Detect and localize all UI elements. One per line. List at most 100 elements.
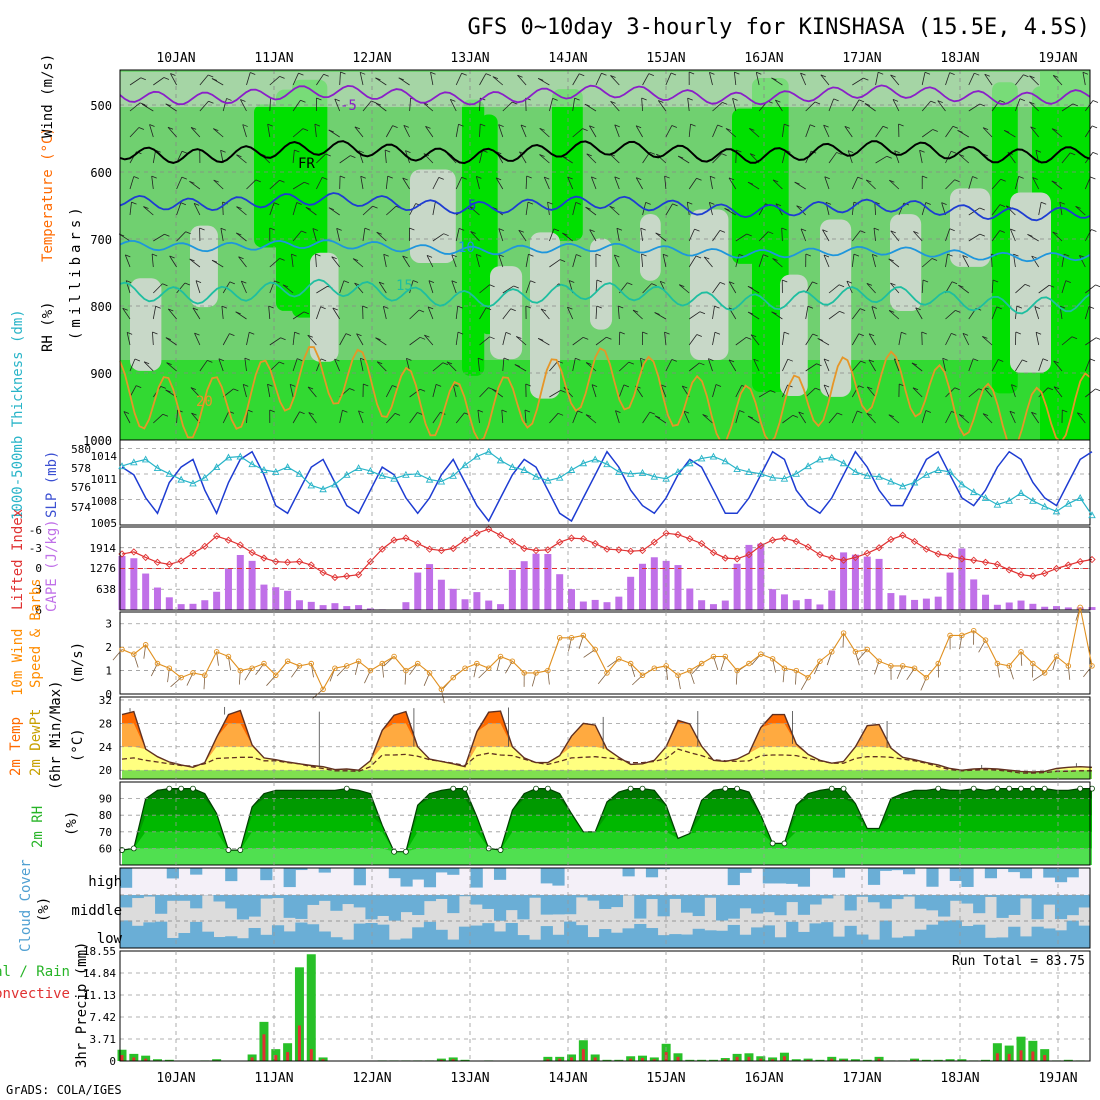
rh2m-point xyxy=(1006,785,1013,792)
high-cloud-bar xyxy=(190,868,203,875)
middle-cloud-bar xyxy=(891,895,904,900)
wind-barb-flag xyxy=(489,284,495,288)
middle-cloud-bar xyxy=(447,895,460,914)
wind-barb xyxy=(220,228,224,242)
li-tick-label: 6 xyxy=(35,604,42,617)
wind-speed-point xyxy=(320,686,326,693)
wind-barb-flag xyxy=(476,176,482,179)
middle-cloud-bar xyxy=(716,895,729,921)
wind-speed-point xyxy=(485,665,492,671)
wind-barb xyxy=(616,228,620,242)
wind-barb-flag xyxy=(387,175,393,179)
wind-barb-flag xyxy=(825,201,832,205)
wind-barb xyxy=(236,206,247,216)
wind-speed-point xyxy=(627,660,634,667)
precip-total-bar xyxy=(212,1059,222,1061)
wind-barb xyxy=(703,256,713,268)
wind-barb-flag xyxy=(477,357,484,361)
wind-barb-flag xyxy=(372,205,378,209)
wind-barb-flag xyxy=(955,310,961,313)
wind-barb-flag xyxy=(736,149,742,153)
wind-speed-point xyxy=(414,660,421,667)
cape-bar xyxy=(816,604,824,610)
wind-barb-flag xyxy=(180,202,187,206)
low-cloud-bar xyxy=(657,935,670,948)
wind-barb-flag xyxy=(236,154,242,158)
wind-barb xyxy=(502,358,505,372)
wind-barb-flag xyxy=(898,123,904,127)
wind-barb-flag xyxy=(576,254,582,257)
thickness-point xyxy=(1076,493,1084,501)
wind-speed-point xyxy=(344,663,350,669)
wind-barb xyxy=(1061,152,1071,164)
wind-barb xyxy=(242,384,247,398)
wind-barb xyxy=(151,254,154,268)
middle-cloud-bar xyxy=(131,895,144,899)
wind-barb xyxy=(572,202,577,216)
high-cloud-bar xyxy=(961,868,974,887)
wind-barb-flag xyxy=(1077,412,1083,416)
thickness-point xyxy=(1052,507,1061,515)
thickness-point xyxy=(603,460,611,468)
wind-barb xyxy=(983,386,993,398)
wind-barb xyxy=(945,254,948,268)
wind-barb xyxy=(268,306,271,320)
wind-barb-flag xyxy=(627,282,633,286)
wind-barb-flag xyxy=(126,331,133,335)
wind-barb xyxy=(889,179,900,190)
wind-barb-flag xyxy=(1031,255,1037,259)
low-cloud-bar xyxy=(470,925,483,948)
wind-barb xyxy=(982,336,993,346)
low-cloud-bar xyxy=(166,937,179,948)
wind-barb xyxy=(314,124,317,138)
wind-barb xyxy=(735,410,740,424)
wind-barb xyxy=(655,232,667,242)
thickness-point xyxy=(804,462,812,470)
wind-barb xyxy=(479,123,481,138)
cape-bar xyxy=(934,596,942,610)
wind-barb-flag xyxy=(320,358,327,362)
wind-barb xyxy=(758,390,771,398)
wind-barb-flag xyxy=(931,258,938,261)
wind-barb-flag xyxy=(302,128,309,131)
wind-speed-point xyxy=(403,667,409,674)
wind-barb xyxy=(828,412,838,424)
wind-barb-flag xyxy=(240,99,246,102)
wind-barb xyxy=(609,205,620,216)
wind-barb xyxy=(823,125,830,138)
wind-barb xyxy=(165,103,177,112)
low-cloud-bar xyxy=(201,931,214,948)
bottom-date-label: 13JAN xyxy=(450,1071,489,1086)
wind-barb-flag xyxy=(334,358,340,362)
wind-barb xyxy=(432,362,444,372)
middle-cloud-bar xyxy=(774,895,787,916)
wind-barb xyxy=(968,358,974,372)
wind-barb-flag xyxy=(134,358,141,362)
high-cloud-bar xyxy=(832,868,846,878)
precip-tick-label: 18.55 xyxy=(83,945,116,958)
wind-barb xyxy=(875,126,884,138)
wind-barb xyxy=(199,100,209,112)
wind-barb xyxy=(222,201,224,216)
wind-barb xyxy=(549,98,554,112)
wind-barb-flag xyxy=(394,412,401,416)
lifted-index-point xyxy=(1005,566,1013,574)
middle-cloud-bar xyxy=(225,895,238,909)
wind-barb-flag xyxy=(812,281,818,285)
low-cloud-bar xyxy=(704,930,717,948)
wind-barb xyxy=(316,306,322,320)
wind-barb xyxy=(852,77,864,86)
wind-barb-flag xyxy=(191,412,197,416)
thickness-point xyxy=(579,459,588,467)
wind-barb xyxy=(617,306,620,320)
wind-barb-flag xyxy=(236,206,242,210)
wind-barb xyxy=(945,151,952,164)
low-cloud-bar xyxy=(797,931,811,948)
wind-barb-flag xyxy=(725,128,732,131)
wind-barb xyxy=(805,387,816,398)
wind-barb xyxy=(733,72,737,86)
wind-barb xyxy=(1061,103,1074,112)
thickness-point xyxy=(402,470,410,478)
wind-barb xyxy=(911,362,923,372)
cape-bar xyxy=(153,587,161,610)
